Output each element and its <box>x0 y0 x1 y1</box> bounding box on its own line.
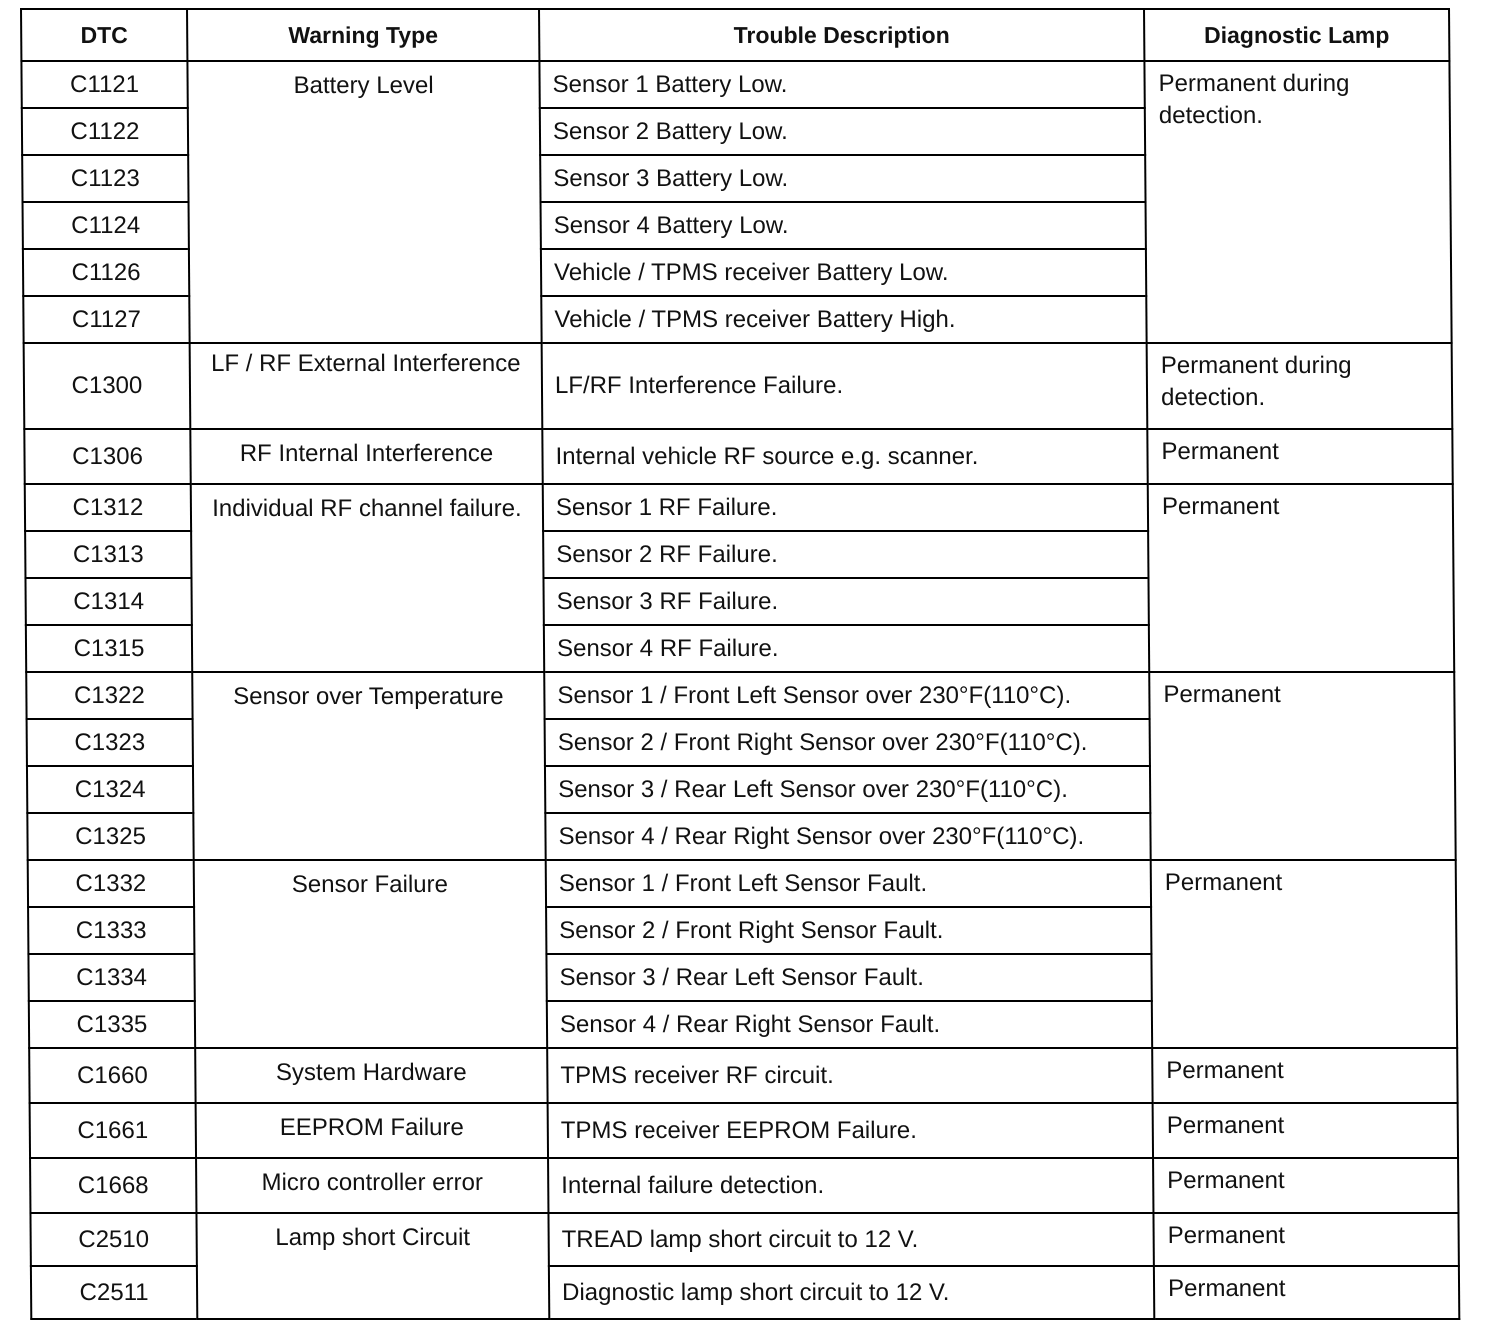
trouble-description: Sensor 4 / Rear Right Sensor Fault. <box>546 1001 1153 1048</box>
diagnostic-lamp: Permanent <box>1147 484 1455 672</box>
trouble-description: Sensor 3 / Rear Left Sensor over 230°F(1… <box>544 766 1151 813</box>
dtc-code: C1121 <box>21 61 188 108</box>
trouble-description: Sensor 4 RF Failure. <box>543 625 1150 672</box>
diagnostic-lamp: Permanent <box>1153 1213 1459 1266</box>
trouble-description: TPMS receiver EEPROM Failure. <box>547 1103 1154 1158</box>
table-row: C1121 Battery Level Sensor 1 Battery Low. P… <box>21 61 1452 343</box>
dtc-code: C1335 <box>28 1001 196 1048</box>
trouble-description: Vehicle / TPMS receiver Battery High. <box>541 296 1147 343</box>
diagnostic-lamp: Permanent <box>1150 860 1458 1048</box>
trouble-description: Sensor 2 Battery Low. <box>539 108 1146 155</box>
header-diagnostic-lamp: Diagnostic Lamp <box>1144 9 1450 61</box>
dtc-code: C1325 <box>27 813 194 860</box>
dtc-code: C1127 <box>23 296 190 343</box>
diagnostic-lamp: Permanent <box>1149 672 1456 860</box>
table-row: C1661 EEPROM Failure TPMS receiver EEPROM … <box>29 1103 1459 1158</box>
trouble-description: Vehicle / TPMS receiver Battery Low. <box>540 249 1147 296</box>
warning-type: System Hardware <box>195 1048 548 1103</box>
warning-type: Lamp short Circuit <box>196 1213 550 1319</box>
header-dtc: DTC <box>21 9 188 61</box>
dtc-code: C1313 <box>25 531 192 578</box>
table-row: C1660 System Hardware TPMS receiver RF cir… <box>29 1048 1458 1103</box>
dtc-code: C1126 <box>22 249 190 296</box>
trouble-description: Sensor 1 Battery Low. <box>539 61 1145 108</box>
diagnostic-lamp: Permanent <box>1152 1103 1459 1158</box>
trouble-description: Sensor 3 / Rear Left Sensor Fault. <box>546 954 1152 1001</box>
trouble-description: Sensor 3 RF Failure. <box>543 578 1149 625</box>
table-row: C1668 Micro controller error Internal fail… <box>30 1158 1459 1213</box>
dtc-code: C2510 <box>30 1213 197 1266</box>
trouble-description: Sensor 1 / Front Left Sensor Fault. <box>545 860 1152 907</box>
dtc-code: C1124 <box>22 202 189 249</box>
table-row: C1312 Individual RF channel failure. Senso… <box>24 484 1455 672</box>
table-row: C2510 Lamp short Circuit TREAD lamp short … <box>30 1213 1459 1319</box>
dtc-code: C1122 <box>21 108 189 155</box>
table-row: C1332 Sensor Failure Sensor 1 / Front Left… <box>27 860 1458 1048</box>
trouble-description: Sensor 4 / Rear Right Sensor over 230°F(… <box>545 813 1151 860</box>
trouble-description: Internal failure detection. <box>548 1158 1154 1213</box>
trouble-description: Sensor 4 Battery Low. <box>540 202 1146 249</box>
dtc-code: C2511 <box>30 1266 198 1319</box>
dtc-code: C1668 <box>30 1158 197 1213</box>
dtc-code: C1306 <box>24 429 191 484</box>
trouble-description: Sensor 2 / Front Right Sensor Fault. <box>546 907 1152 954</box>
dtc-code: C1332 <box>27 860 195 907</box>
trouble-description: Internal vehicle RF source e.g. scanner. <box>542 429 1148 484</box>
warning-type: LF / RF External Interference <box>189 343 543 429</box>
header-trouble-description: Trouble Description <box>539 9 1145 61</box>
dtc-code: C1333 <box>28 907 195 954</box>
header-row: DTC Warning Type Trouble Description Dia… <box>21 9 1450 61</box>
warning-type: Individual RF channel failure. <box>190 484 545 672</box>
warning-type: Battery Level <box>187 61 542 343</box>
trouble-description: TREAD lamp short circuit to 12 V. <box>548 1213 1154 1266</box>
dtc-code: C1334 <box>28 954 195 1001</box>
trouble-description: TPMS receiver RF circuit. <box>547 1048 1153 1103</box>
dtc-code: C1312 <box>24 484 192 531</box>
warning-type: RF Internal Interference <box>190 429 543 484</box>
diagnostic-lamp: Permanent <box>1153 1158 1459 1213</box>
trouble-description: Sensor 1 / Front Left Sensor over 230°F(… <box>544 672 1150 719</box>
trouble-description: Sensor 3 Battery Low. <box>540 155 1146 202</box>
dtc-code: C1315 <box>25 625 193 672</box>
dtc-code: C1661 <box>29 1103 197 1158</box>
warning-type: EEPROM Failure <box>195 1103 549 1158</box>
table-body: C1121 Battery Level Sensor 1 Battery Low. P… <box>21 61 1460 1319</box>
table-row: C1322 Sensor over Temperature Sensor 1 / F… <box>26 672 1456 860</box>
dtc-code: C1324 <box>26 766 194 813</box>
warning-type: Sensor Failure <box>193 860 548 1048</box>
diagnostic-lamp: Permanent <box>1147 429 1453 484</box>
dtc-code: C1300 <box>23 343 191 429</box>
diagnostic-lamp: Permanent <box>1153 1266 1460 1319</box>
trouble-description: LF/RF Interference Failure. <box>541 343 1148 429</box>
dtc-code: C1323 <box>26 719 193 766</box>
header-warning-type: Warning Type <box>187 9 540 61</box>
diagnostic-lamp: Permanent during detection. <box>1144 61 1452 343</box>
dtc-code: C1314 <box>25 578 192 625</box>
dtc-code: C1123 <box>22 155 189 202</box>
trouble-description: Sensor 2 / Front Right Sensor over 230°F… <box>544 719 1150 766</box>
trouble-description: Diagnostic lamp short circuit to 12 V. <box>548 1266 1155 1319</box>
table-row: C1306 RF Internal Interference Internal ve… <box>24 429 1453 484</box>
dtc-code: C1322 <box>26 672 193 719</box>
diagnostic-lamp: Permanent during detection. <box>1146 343 1453 429</box>
dtc-code: C1660 <box>29 1048 196 1103</box>
warning-type: Micro controller error <box>196 1158 549 1213</box>
trouble-description: Sensor 2 RF Failure. <box>543 531 1149 578</box>
warning-type: Sensor over Temperature <box>192 672 546 860</box>
table-row: C1300 LF / RF External Interference LF/RF … <box>23 343 1453 429</box>
trouble-description: Sensor 1 RF Failure. <box>542 484 1149 531</box>
diagnostic-lamp: Permanent <box>1152 1048 1458 1103</box>
dtc-table-wrapper: DTC Warning Type Trouble Description Dia… <box>20 8 1460 1320</box>
dtc-table: DTC Warning Type Trouble Description Dia… <box>20 8 1460 1320</box>
